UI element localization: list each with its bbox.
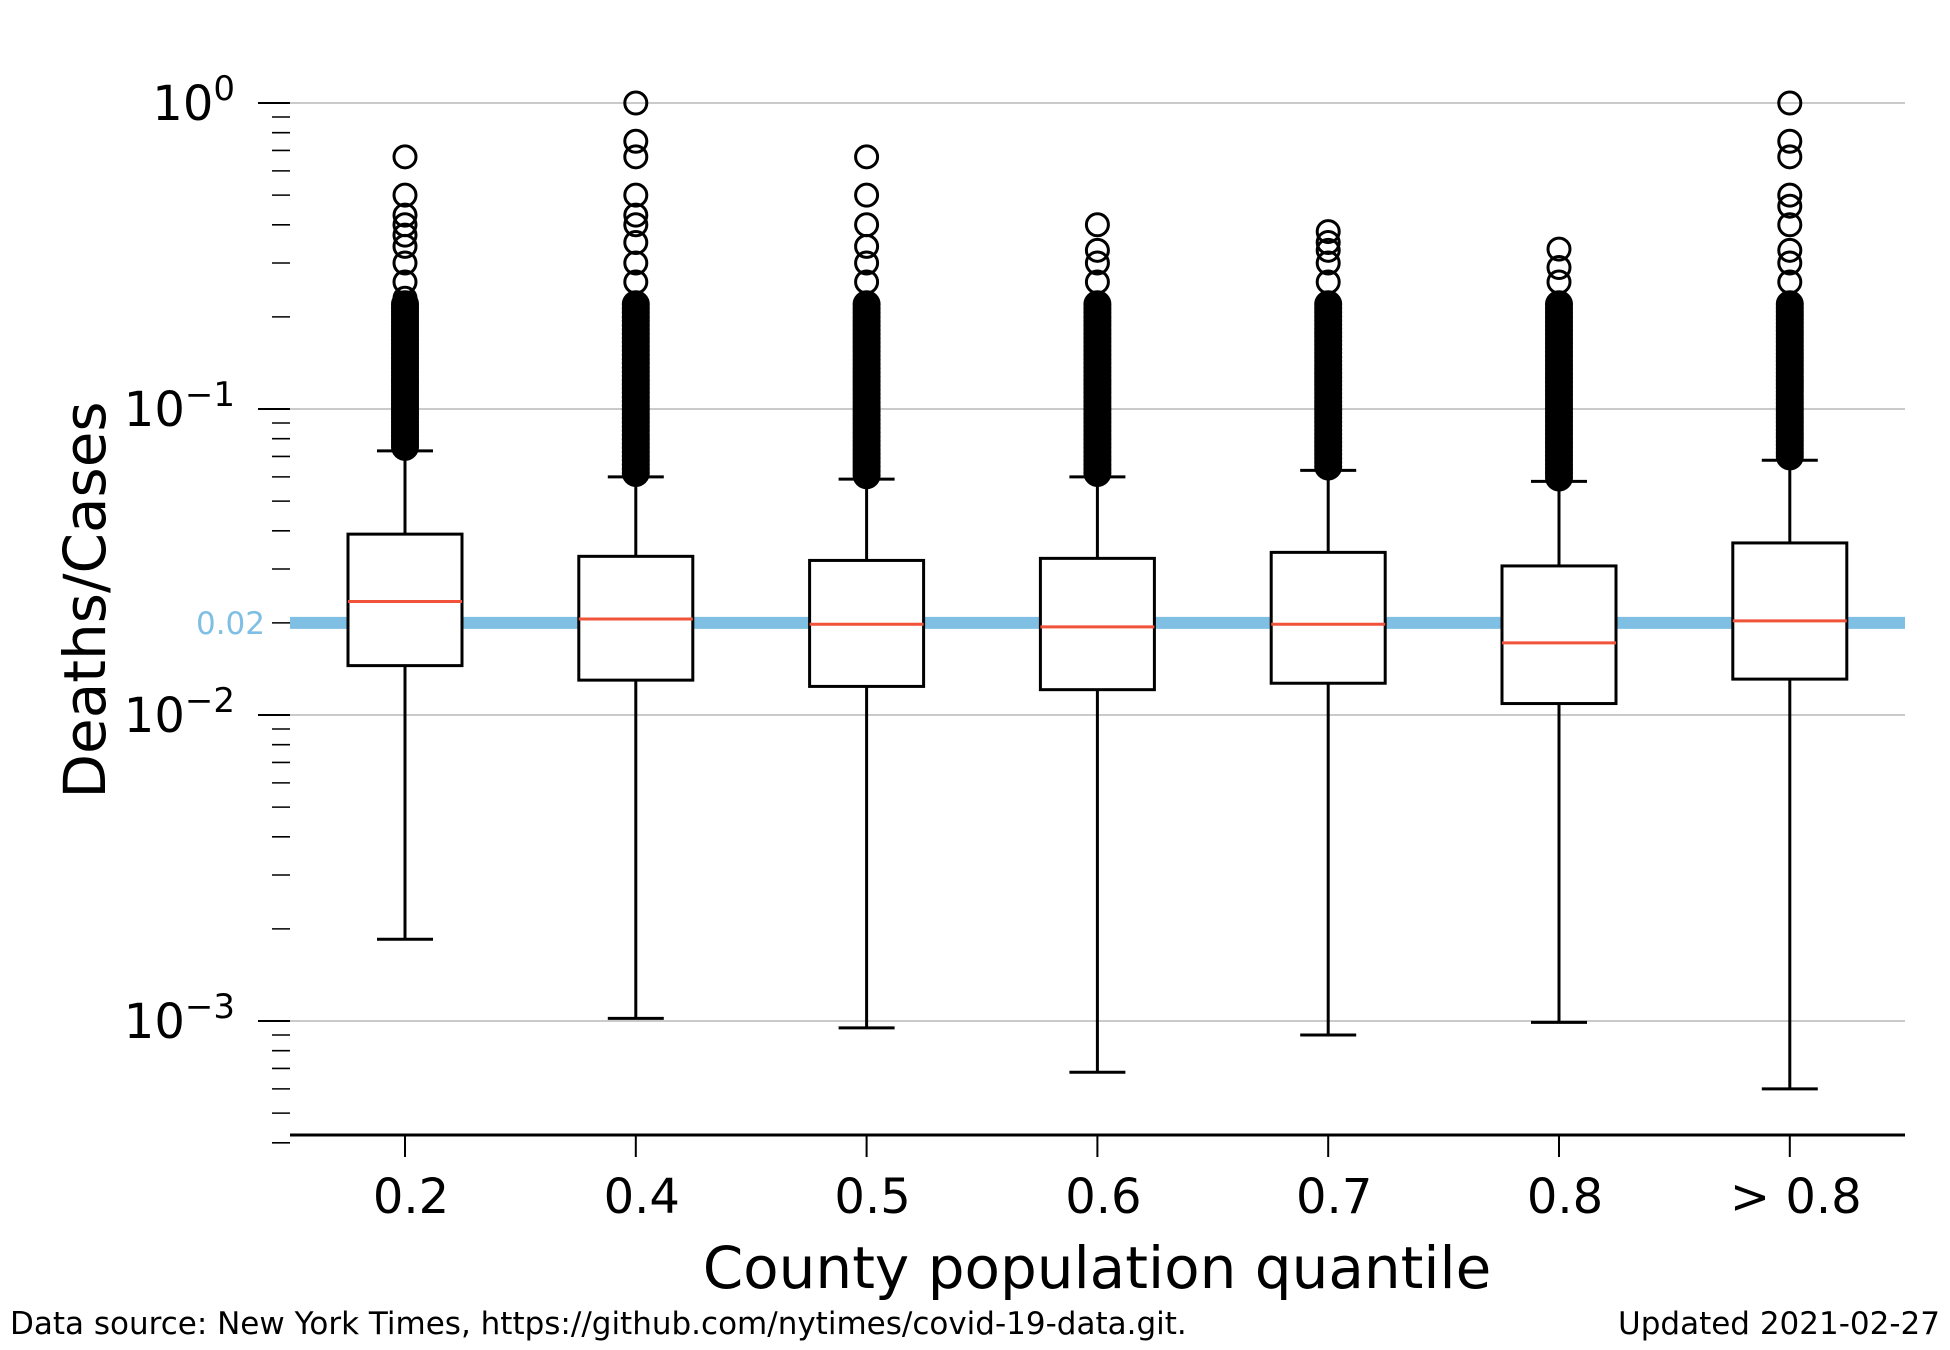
outlier-point (854, 233, 880, 259)
outlier-point (623, 90, 649, 116)
outlier-point (623, 202, 649, 228)
outlier-point (392, 212, 418, 238)
outlier-point (623, 212, 649, 238)
outlier-point (1777, 250, 1803, 276)
outlier-point (392, 144, 418, 170)
outlier-point (1775, 290, 1804, 319)
x-tick-label: 0.7 (1296, 1169, 1372, 1225)
box-3 (808, 144, 926, 1030)
x-tick-label: > 0.8 (1730, 1169, 1862, 1225)
box-2 (577, 90, 695, 1020)
outlier-point (623, 128, 649, 154)
reference-line-label: 0.02 (196, 606, 265, 642)
outlier-point (1546, 255, 1572, 281)
outlier-point (623, 182, 649, 208)
outlier-point (623, 144, 649, 170)
y-tick-label: 100 (152, 69, 235, 132)
x-axis-label: County population quantile (703, 1234, 1492, 1302)
outlier-point (392, 202, 418, 228)
x-tick-label: 0.2 (373, 1169, 449, 1225)
outlier-point (1314, 290, 1343, 319)
outlier-point (623, 230, 649, 256)
outlier-point (392, 222, 418, 248)
outlier-point (852, 290, 881, 319)
outlier-point (1777, 193, 1803, 219)
y-tick-label: 10−3 (124, 987, 235, 1050)
x-tick-label: 0.5 (834, 1169, 910, 1225)
outlier-point (854, 250, 880, 276)
iqr-box (1731, 541, 1849, 681)
x-tick-label: 0.8 (1527, 1169, 1603, 1225)
outlier-point (854, 144, 880, 170)
outlier-point (1777, 128, 1803, 154)
outlier-point (1315, 250, 1341, 276)
x-tick-label: 0.4 (604, 1169, 680, 1225)
y-axis: 100 10−1 10−2 10−3 (124, 69, 290, 1144)
box-1 (346, 144, 464, 941)
box-7 (1731, 90, 1849, 1091)
outlier-point (1084, 250, 1110, 276)
outlier-point (1777, 182, 1803, 208)
outlier-point (1083, 290, 1112, 319)
iqr-box (1269, 550, 1387, 685)
x-tick-label: 0.6 (1065, 1169, 1141, 1225)
outlier-point (1777, 144, 1803, 170)
outlier-point (621, 290, 650, 319)
outlier-point (1777, 212, 1803, 238)
outlier-point (392, 182, 418, 208)
iqr-box (1038, 556, 1156, 692)
box-5 (1269, 219, 1387, 1037)
outlier-point (854, 182, 880, 208)
outlier-point (1084, 212, 1110, 238)
outlier-point (1546, 236, 1572, 262)
outlier-point (1777, 237, 1803, 263)
x-axis: 0.2 0.4 0.5 0.6 0.7 0.8 > 0.8 (290, 1133, 1905, 1225)
box-6 (1500, 236, 1618, 1024)
outlier-point (1545, 290, 1573, 319)
updated-date: Updated 2021-02-27 (1618, 1306, 1940, 1342)
outlier-point (623, 250, 649, 276)
iqr-box (1500, 564, 1618, 706)
outlier-point (854, 212, 880, 238)
outlier-point (391, 290, 419, 319)
box-4 (1038, 212, 1156, 1074)
y-tick-label: 10−1 (124, 375, 235, 438)
outlier-point (1315, 219, 1341, 245)
y-tick-label: 10−2 (124, 681, 235, 744)
outlier-point (1084, 237, 1110, 263)
data-source-note: Data source: New York Times, https://git… (10, 1306, 1187, 1342)
y-axis-label: Deaths/Cases (51, 401, 119, 798)
outlier-point (1315, 230, 1341, 256)
outlier-point (1777, 90, 1803, 116)
boxes-group (346, 90, 1849, 1091)
outlier-point (1315, 237, 1341, 263)
outlier-point (392, 250, 418, 276)
iqr-box (346, 532, 464, 668)
